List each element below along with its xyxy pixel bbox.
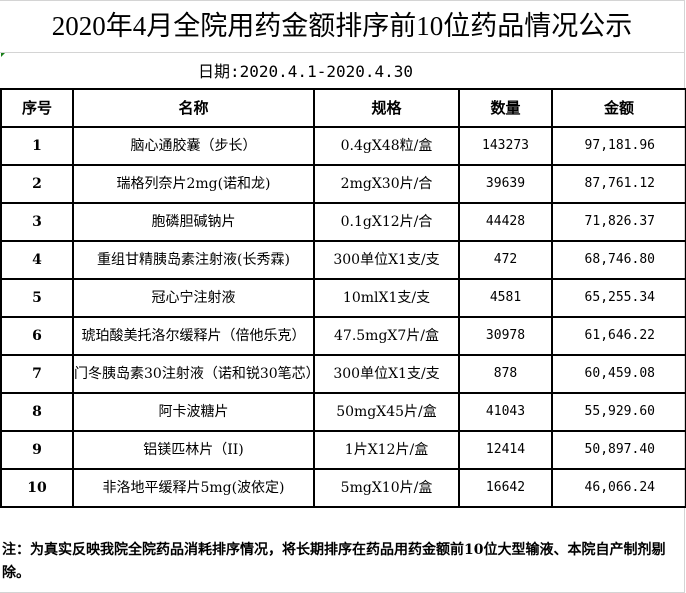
table-row: 7 门冬胰岛素30注射液（诺和锐30笔芯） 300单位X1支/支 878 60,459.…: [0, 354, 686, 394]
cell-no: 4: [0, 240, 74, 280]
cell-amount: 71,826.37: [551, 202, 686, 242]
table-row: 5 冠心宁注射液 10mlX1支/支 4581 65,255.34: [0, 278, 686, 318]
header-no: 序号: [0, 88, 74, 128]
cell-spec: 50mgX45片/盒: [313, 392, 460, 432]
cell-name: 铝镁匹林片（II): [72, 430, 315, 470]
cell-qty: 12414: [458, 430, 553, 470]
cell-spec: 1片X12片/盒: [313, 430, 460, 470]
table-row: 8 阿卡波糖片 50mgX45片/盒 41043 55,929.60: [0, 392, 686, 432]
cell-spec: 2mgX30片/合: [313, 164, 460, 204]
cell-qty: 4581: [458, 278, 553, 318]
cell-name: 冠心宁注射液: [72, 278, 315, 318]
cell-name: 瑞格列奈片2mg(诺和龙): [72, 164, 315, 204]
cell-qty: 143273: [458, 126, 553, 166]
cell-amount: 46,066.24: [551, 468, 686, 508]
cell-name: 胞磷胆碱钠片: [72, 202, 315, 242]
table-row: 3 胞磷胆碱钠片 0.1gX12片/合 44428 71,826.37: [0, 202, 686, 242]
cell-spec: 0.4gX48粒/盒: [313, 126, 460, 166]
cell-amount: 97,181.96: [551, 126, 686, 166]
cell-spec: 0.1gX12片/合: [313, 202, 460, 242]
header-qty: 数量: [458, 88, 553, 128]
table-row: 2 瑞格列奈片2mg(诺和龙) 2mgX30片/合 39639 87,761.12: [0, 164, 686, 204]
cell-spec: 5mgX10片/盒: [313, 468, 460, 508]
cell-qty: 878: [458, 354, 553, 394]
cell-comment-marker: [1, 53, 5, 57]
cell-amount: 68,746.80: [551, 240, 686, 280]
header-row: 序号 名称 规格 数量 金额: [0, 88, 686, 128]
cell-name: 非洛地平缓释片5mg(波依定): [72, 468, 315, 508]
cell-qty: 30978: [458, 316, 553, 356]
cell-name: 门冬胰岛素30注射液（诺和锐30笔芯）: [72, 354, 320, 394]
cell-spec: 300单位X1支/支: [313, 240, 460, 280]
cell-amount: 65,255.34: [551, 278, 686, 318]
cell-amount: 60,459.08: [551, 354, 686, 394]
header-spec: 规格: [313, 88, 460, 128]
cell-no: 1: [0, 126, 74, 166]
drug-ranking-table: 序号 名称 规格 数量 金额 1 脑心通胶囊（步长） 0.4gX48粒/盒 14327…: [0, 88, 686, 508]
cell-no: 10: [0, 468, 74, 508]
table-row: 1 脑心通胶囊（步长） 0.4gX48粒/盒 143273 97,181.96: [0, 126, 686, 166]
cell-amount: 55,929.60: [551, 392, 686, 432]
cell-name: 阿卡波糖片: [72, 392, 315, 432]
cell-no: 2: [0, 164, 74, 204]
cell-no: 3: [0, 202, 74, 242]
cell-name: 重组甘精胰岛素注射液(长秀霖): [72, 240, 315, 280]
cell-qty: 44428: [458, 202, 553, 242]
table-row: 4 重组甘精胰岛素注射液(长秀霖) 300单位X1支/支 472 68,746.80: [0, 240, 686, 280]
cell-qty: 16642: [458, 468, 553, 508]
header-amount: 金额: [551, 88, 686, 128]
cell-qty: 41043: [458, 392, 553, 432]
cell-no: 8: [0, 392, 74, 432]
cell-spec: 10mlX1支/支: [313, 278, 460, 318]
cell-amount: 87,761.12: [551, 164, 686, 204]
cell-name: 脑心通胶囊（步长）: [72, 126, 315, 166]
table-row: 10 非洛地平缓释片5mg(波依定) 5mgX10片/盒 16642 46,066.24: [0, 468, 686, 508]
footnote: 注：为真实反映我院全院药品消耗排序情况，将长期排序在药品用药金额前10位大型输液…: [2, 542, 666, 581]
cell-spec: 300单位X1支/支: [313, 354, 460, 394]
page-title: 2020年4月全院用药金额排序前10位药品情况公示: [0, 1, 684, 53]
cell-no: 5: [0, 278, 74, 318]
cell-qty: 39639: [458, 164, 553, 204]
cell-amount: 50,897.40: [551, 430, 686, 470]
header-name: 名称: [72, 88, 315, 128]
table-row: 9 铝镁匹林片（II) 1片X12片/盒 12414 50,897.40: [0, 430, 686, 470]
cell-qty: 472: [458, 240, 553, 280]
cell-no: 7: [0, 354, 74, 394]
cell-name: 琥珀酸美托洛尔缓释片（倍他乐克）: [72, 316, 315, 356]
date-range: 日期:2020.4.1-2020.4.30: [198, 62, 414, 81]
cell-amount: 61,646.22: [551, 316, 686, 356]
table-row: 6 琥珀酸美托洛尔缓释片（倍他乐克） 47.5mgX7片/盒 30978 61,646.…: [0, 316, 686, 356]
cell-no: 6: [0, 316, 74, 356]
cell-no: 9: [0, 430, 74, 470]
cell-spec: 47.5mgX7片/盒: [313, 316, 460, 356]
